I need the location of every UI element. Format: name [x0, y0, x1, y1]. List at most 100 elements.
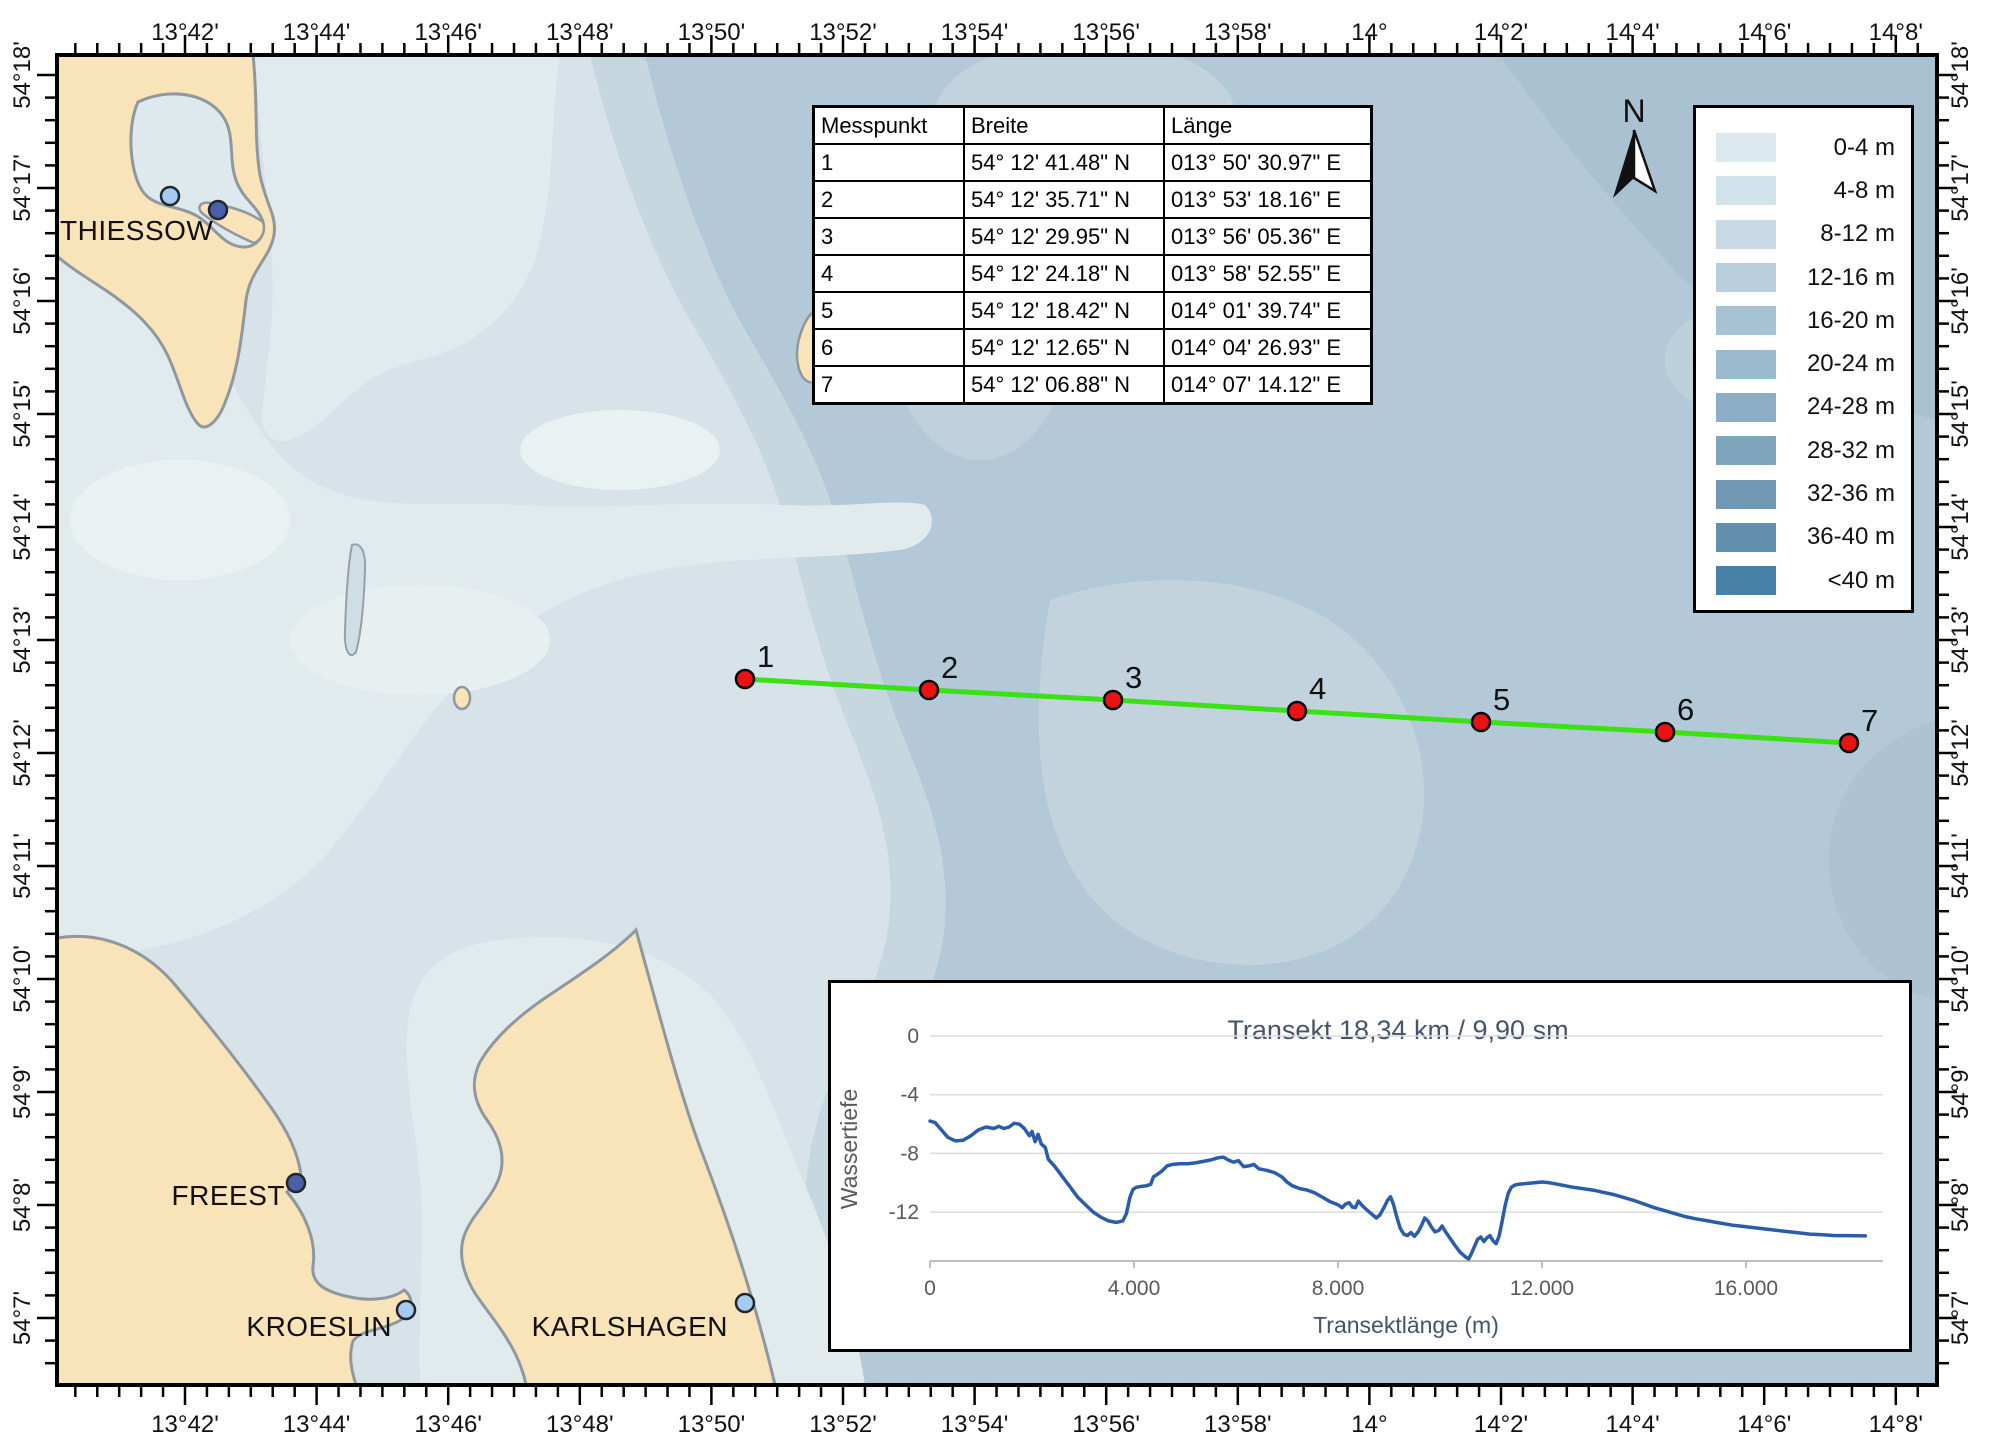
north-arrow-icon: N: [1613, 93, 1658, 198]
water-shallow-region: [57, 230, 932, 953]
legend-label: 0-4 m: [1833, 133, 1895, 161]
transect-point: [1654, 721, 1676, 743]
north-arrow-right: [1632, 129, 1658, 194]
legend-label: 32-36 m: [1806, 480, 1895, 508]
transect-profile-inset: Transekt 18,34 km / 9,90 sm 0 -4 -8 -12 0 4.…: [828, 980, 1912, 1352]
lon-label: 13°56': [1072, 1411, 1140, 1438]
water-shallow-region: [255, 55, 560, 442]
lat-label: 54°13': [1947, 606, 1974, 674]
lat-label: 54°10': [9, 945, 36, 1013]
legend-swatch: [1716, 263, 1776, 293]
col-header-breite: Breite: [963, 105, 1165, 145]
table-cell: 013° 50' 30.97" E: [1163, 143, 1373, 182]
lat-label: 54°8': [9, 1178, 36, 1232]
table-cell: 5: [812, 291, 965, 330]
land-usedom-east: [460, 927, 777, 1385]
chart-y-tick-label: -4: [900, 1084, 919, 1107]
legend-swatch: [1716, 392, 1776, 422]
town-dot-dark: [207, 199, 229, 221]
legend-label: 4-8 m: [1833, 176, 1895, 204]
legend-item: 12-16 m: [1716, 256, 1895, 299]
chart-y-tick-label: -12: [889, 1201, 919, 1224]
legend-swatch: [1716, 176, 1776, 206]
table-row: 1 54° 12' 41.48" N 013° 50' 30.97" E: [812, 143, 1373, 182]
table-cell: 54° 12' 29.95" N: [963, 217, 1165, 256]
lat-label: 54°11': [1947, 833, 1974, 899]
chart-gridlines: 0 -4 -8 -12: [889, 1025, 1883, 1224]
legend-item: 28-32 m: [1716, 429, 1895, 472]
chart-x-tick-label: 16.000: [1714, 1277, 1778, 1300]
table-cell: 2: [812, 180, 965, 219]
transect-point-number: 1: [757, 639, 774, 674]
lat-label: 54°10': [1947, 945, 1974, 1013]
lat-label: 54°9': [1947, 1065, 1974, 1119]
lat-label: 54°9': [9, 1065, 36, 1119]
table-cell: 014° 01' 39.74" E: [1163, 291, 1373, 330]
legend-swatch: [1716, 219, 1776, 249]
axis-labels-group: 13°42' 13°42' 13°44' 13°44' 13°46' 13°46' 13°4…: [9, 19, 1974, 1438]
chart-y-axis-title: Wassertiefe: [836, 1089, 862, 1210]
place-label: FREEST: [172, 1180, 285, 1211]
lon-label: 14°: [1351, 1411, 1387, 1438]
lon-label: 13°44': [283, 1411, 351, 1438]
water-shallowest-patch: [290, 585, 550, 695]
lat-label: 54°8': [1947, 1178, 1974, 1232]
table-row: 7 54° 12' 06.88" N 014° 07' 14.12" E: [812, 365, 1373, 405]
lon-label: 13°48': [546, 19, 614, 46]
water-deeper-patch: [1828, 720, 1937, 1000]
table-cell: 013° 56' 05.36" E: [1163, 217, 1373, 256]
table-cell: 4: [812, 254, 965, 293]
lat-label: 54°12': [1947, 719, 1974, 787]
chart-y-tick-label: 0: [907, 1025, 919, 1048]
transect-point-number: 7: [1861, 703, 1878, 738]
lat-label: 54°13': [9, 606, 36, 674]
legend-swatch: [1716, 566, 1776, 596]
table-cell: 7: [812, 365, 965, 405]
table-cell: 54° 12' 06.88" N: [963, 365, 1165, 405]
lat-label: 54°12': [9, 719, 36, 787]
north-label: N: [1622, 93, 1645, 129]
transect-group: 1 2 3 4 5 6 7: [734, 639, 1878, 754]
lon-label: 13°50': [678, 1411, 746, 1438]
table-row: 3 54° 12' 29.95" N 013° 56' 05.36" E: [812, 217, 1373, 256]
legend-swatch: [1716, 306, 1776, 336]
transect-point: [918, 679, 940, 701]
lon-label: 13°58': [1204, 1411, 1272, 1438]
measuring-points-table: Messpunkt Breite Länge 1 54° 12' 41.48" N…: [812, 105, 1373, 405]
place-label: KARLSHAGEN: [532, 1311, 728, 1342]
table-cell: 6: [812, 328, 965, 367]
legend-item: 20-24 m: [1716, 342, 1895, 385]
lon-label: 13°42': [151, 19, 219, 46]
lat-label: 54°17': [1947, 154, 1974, 222]
transect-point-number: 5: [1493, 682, 1510, 717]
lon-label: 13°58': [1204, 19, 1272, 46]
table-cell: 54° 12' 35.71" N: [963, 180, 1165, 219]
lon-label: 13°46': [414, 1411, 482, 1438]
table-cell: 013° 58' 52.55" E: [1163, 254, 1373, 293]
lat-label: 54°14': [1947, 493, 1974, 561]
transect-point-number: 6: [1677, 692, 1694, 727]
town-dot-light: [159, 185, 181, 207]
lon-label: 13°46': [414, 19, 482, 46]
lon-label: 14°8': [1869, 1411, 1923, 1438]
water-shoal-patch: [1038, 580, 1425, 965]
north-arrow-left: [1613, 130, 1634, 198]
transect-point-number: 4: [1309, 671, 1326, 706]
legend-label: <40 m: [1827, 566, 1895, 594]
lat-label: 54°16': [1947, 267, 1974, 335]
legend-label: 8-12 m: [1820, 220, 1895, 248]
transect-point: [734, 668, 756, 690]
legend-item: 16-20 m: [1716, 299, 1895, 342]
lon-label: 13°56': [1072, 19, 1140, 46]
chart-x-tick-label: 12.000: [1510, 1277, 1574, 1300]
lon-label: 13°50': [678, 19, 746, 46]
table-cell: 54° 12' 24.18" N: [963, 254, 1165, 293]
small-islet: [452, 685, 472, 711]
table-row: 5 54° 12' 18.42" N 014° 01' 39.74" E: [812, 291, 1373, 330]
legend-swatch: [1716, 479, 1776, 509]
lat-label: 54°11': [9, 833, 36, 899]
transect-point-number: 2: [941, 650, 958, 685]
lon-label: 14°8': [1869, 19, 1923, 46]
col-header-messpunkt: Messpunkt: [812, 105, 965, 145]
